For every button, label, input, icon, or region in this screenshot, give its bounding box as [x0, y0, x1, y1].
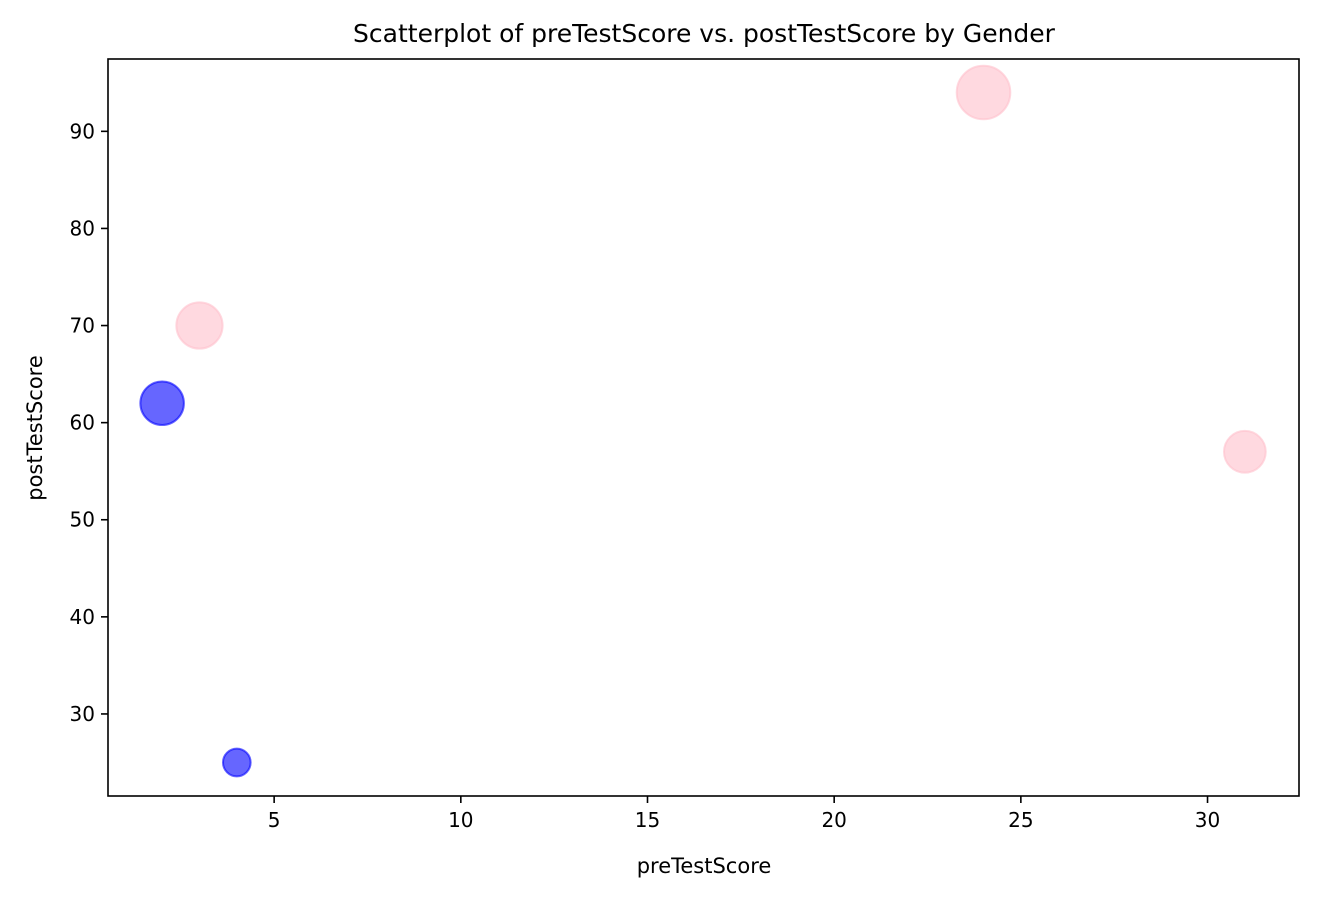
x-tick-label: 20 [821, 808, 846, 832]
scatter-point [175, 301, 224, 350]
x-axis-label: preTestScore [637, 854, 772, 878]
chart-title: Scatterplot of preTestScore vs. postTest… [353, 19, 1056, 48]
y-axis-ticks: 30 40 50 60 70 80 90 [70, 119, 108, 726]
y-tick-label: 70 [70, 314, 95, 338]
x-tick-label: 30 [1195, 808, 1220, 832]
y-axis-label: postTestScore [23, 355, 47, 501]
scatter-point [1222, 429, 1267, 474]
scatter-point [955, 64, 1012, 121]
x-tick-label: 10 [448, 808, 473, 832]
scatter-point [139, 380, 185, 426]
x-tick-label: 15 [635, 808, 660, 832]
y-tick-label: 40 [70, 605, 95, 629]
y-tick-label: 50 [70, 508, 95, 532]
points-layer [139, 64, 1267, 778]
y-tick-label: 80 [70, 216, 95, 240]
x-tick-label: 25 [1008, 808, 1033, 832]
x-axis-ticks: 5 10 15 20 25 30 [268, 796, 1220, 832]
plot-frame [107, 58, 1300, 797]
y-tick-label: 30 [70, 702, 95, 726]
x-tick-label: 5 [268, 808, 281, 832]
scatter-point [221, 747, 252, 778]
y-tick-label: 60 [70, 411, 95, 435]
y-tick-label: 90 [70, 119, 95, 143]
